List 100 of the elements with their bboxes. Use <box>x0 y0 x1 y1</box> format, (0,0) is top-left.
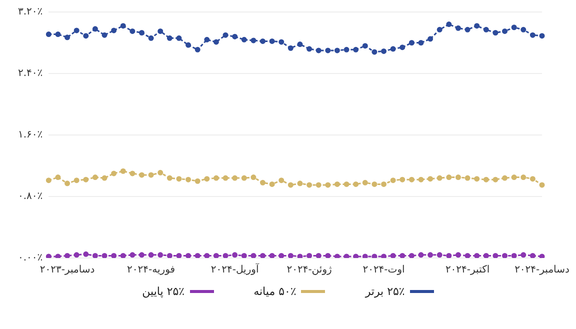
point <box>483 26 489 32</box>
point <box>539 33 545 39</box>
x-tick-label: دسامبر-۲۰۲۳ <box>40 264 95 276</box>
point <box>278 252 284 258</box>
point <box>250 252 256 258</box>
point <box>46 32 52 38</box>
point <box>530 176 536 182</box>
point <box>353 254 359 258</box>
point <box>130 252 136 258</box>
point <box>120 168 126 174</box>
point <box>400 176 406 182</box>
point <box>222 32 228 38</box>
point <box>92 174 98 180</box>
point <box>428 252 434 258</box>
point <box>176 35 182 41</box>
point <box>511 24 517 30</box>
point <box>213 39 219 45</box>
point <box>64 34 70 40</box>
point <box>492 30 498 36</box>
y-tick-label: ۰.۰۰٪ <box>18 252 43 264</box>
point <box>502 28 508 34</box>
point <box>269 181 275 187</box>
point <box>408 40 414 46</box>
point <box>241 252 247 258</box>
point <box>213 252 219 258</box>
point <box>353 46 359 52</box>
point <box>334 181 340 187</box>
point <box>372 181 378 187</box>
point <box>186 176 192 182</box>
point <box>334 48 340 54</box>
point <box>46 254 52 258</box>
y-tick-label: ۰.۸۰٪ <box>18 191 43 202</box>
point <box>446 174 452 180</box>
point <box>316 48 322 54</box>
point <box>46 178 52 184</box>
point <box>502 175 508 181</box>
point <box>455 174 461 180</box>
point <box>483 252 489 258</box>
point <box>428 36 434 42</box>
point <box>158 170 164 176</box>
point <box>278 178 284 184</box>
point <box>83 176 89 182</box>
point <box>92 252 98 258</box>
point <box>260 252 266 258</box>
point <box>511 174 517 180</box>
point <box>288 252 294 258</box>
point <box>436 175 442 181</box>
point <box>390 178 396 184</box>
point <box>186 42 192 48</box>
point <box>111 28 117 34</box>
point <box>269 252 275 258</box>
point <box>204 36 210 42</box>
point <box>194 46 200 52</box>
point <box>102 32 108 38</box>
point <box>306 46 312 52</box>
y-tick-label: ۳.۲۰٪ <box>18 6 43 18</box>
point <box>232 175 238 181</box>
point <box>269 38 275 44</box>
point <box>120 23 126 29</box>
point <box>232 34 238 40</box>
point <box>464 26 470 32</box>
legend-label: ۵۰٪ میانه <box>254 285 296 298</box>
y-tick-label: ۲.۴۰٪ <box>18 68 43 80</box>
point <box>400 44 406 50</box>
point <box>138 30 144 36</box>
point <box>325 48 331 54</box>
point <box>464 252 470 258</box>
point <box>74 252 80 258</box>
point <box>148 35 154 41</box>
point <box>325 182 331 188</box>
point <box>166 35 172 41</box>
point <box>418 252 424 258</box>
point <box>194 178 200 184</box>
point <box>372 49 378 55</box>
point <box>520 26 526 32</box>
point <box>306 182 312 188</box>
point <box>446 252 452 258</box>
point <box>74 178 80 184</box>
point <box>92 26 98 32</box>
point <box>55 174 61 180</box>
point <box>130 170 136 176</box>
point <box>278 39 284 45</box>
point <box>362 180 368 186</box>
x-tick-label: فوریه-۲۰۲۴ <box>127 264 176 276</box>
point <box>418 176 424 182</box>
point <box>74 28 80 34</box>
point <box>83 33 89 39</box>
point <box>194 252 200 258</box>
point <box>520 174 526 180</box>
point <box>306 252 312 258</box>
point <box>176 252 182 258</box>
point <box>492 176 498 182</box>
point <box>158 252 164 258</box>
legend-label: ۲۵٪ برتر <box>365 285 405 298</box>
point <box>381 48 387 54</box>
point <box>408 252 414 258</box>
point <box>55 254 61 258</box>
point <box>436 26 442 32</box>
point <box>222 175 228 181</box>
point <box>344 46 350 52</box>
